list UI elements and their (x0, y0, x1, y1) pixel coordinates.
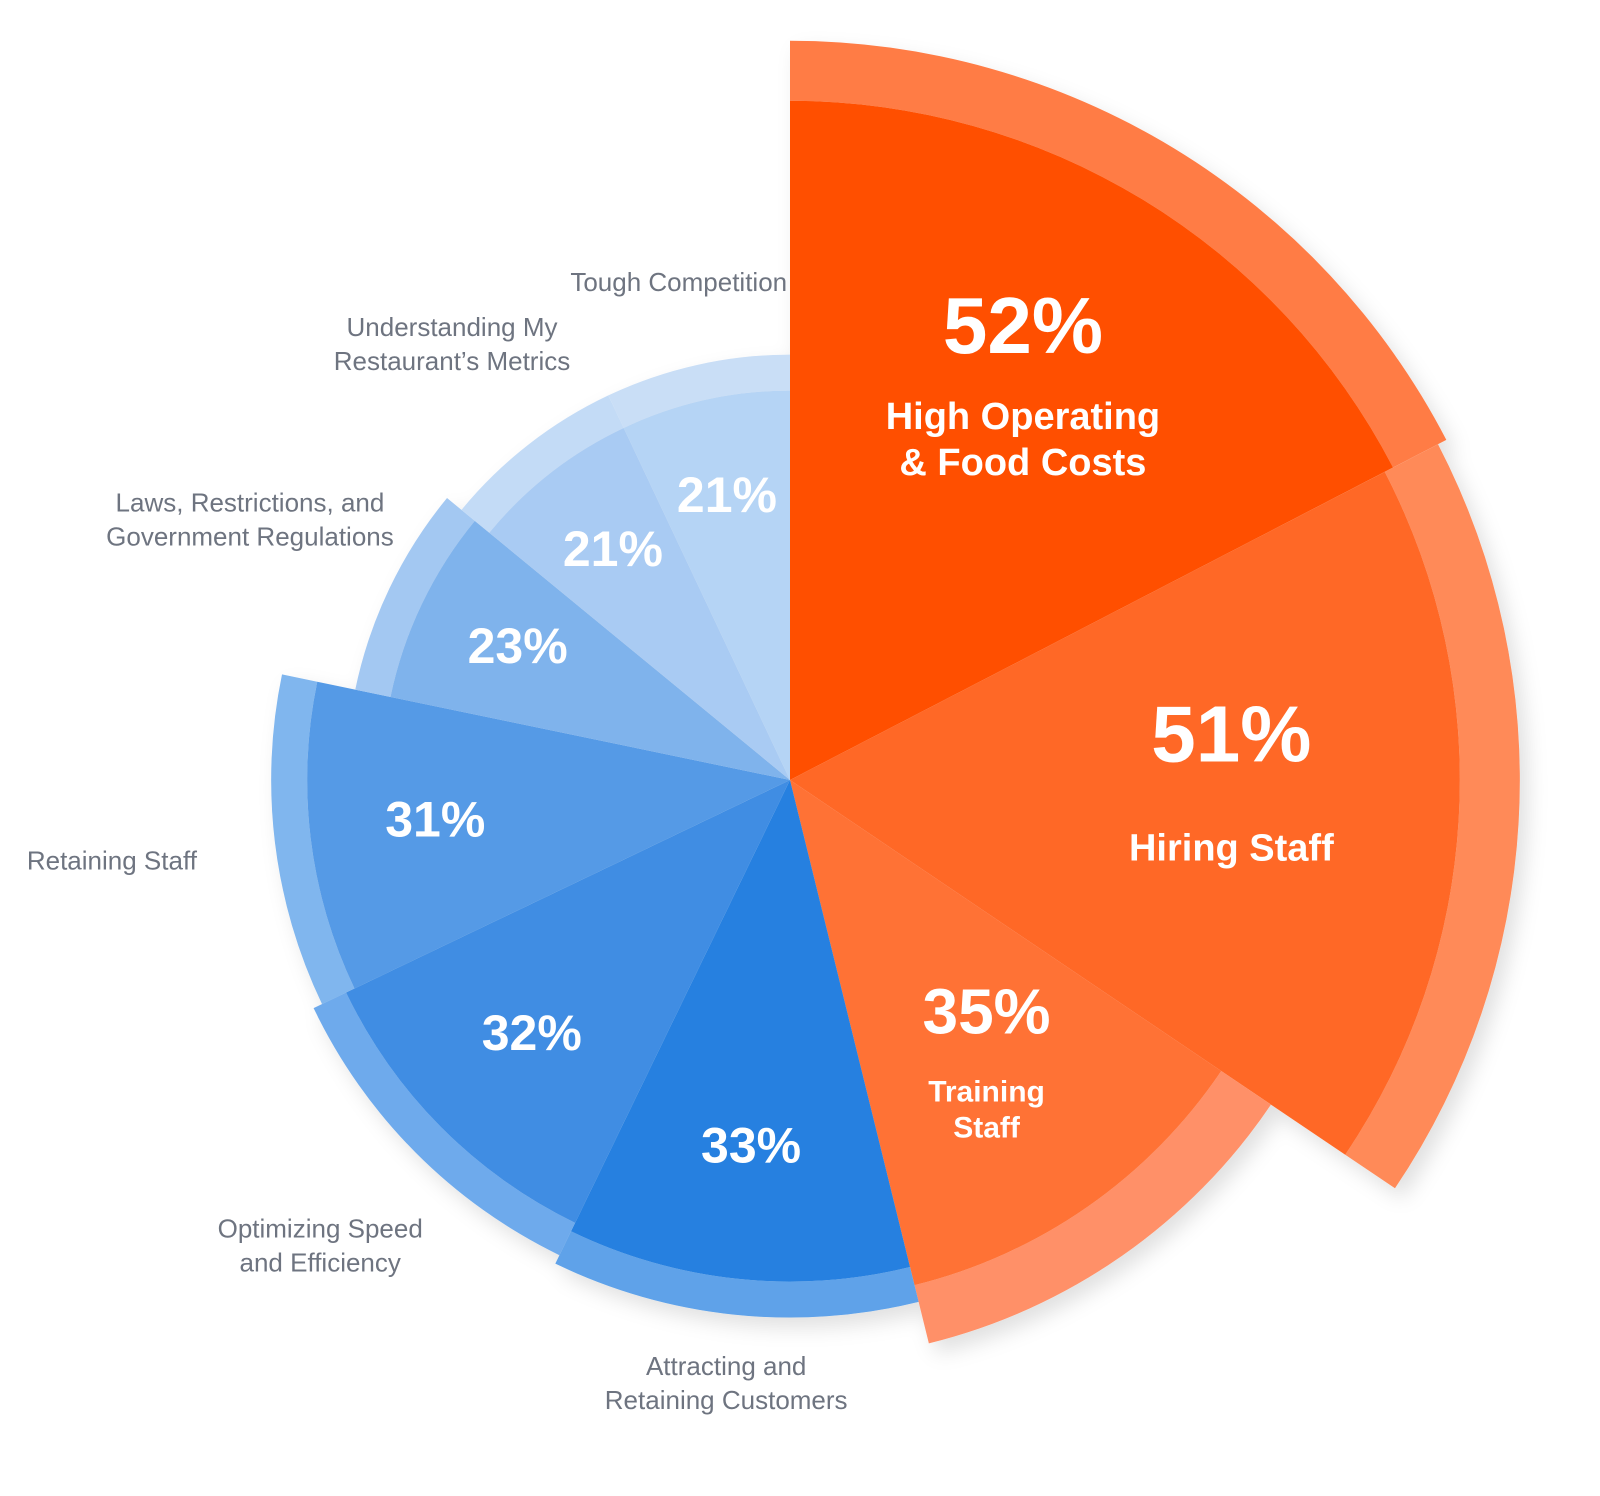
wedge-band (790, 40, 1447, 468)
wedge-band (271, 674, 355, 1005)
wedge (346, 780, 790, 1223)
wedge (489, 427, 790, 780)
category-label: Hiring Staff (1129, 828, 1334, 870)
category-label: Retaining Staff (27, 845, 198, 875)
value-label: 21% (563, 521, 663, 577)
labels: 52% High Operating & Food Costs 51% Hiring S… (27, 267, 1334, 1415)
wedge (390, 520, 790, 780)
wedge (790, 471, 1460, 1155)
value-label: 35% (922, 975, 1050, 1047)
category-label: High Operating & Food Costs (886, 396, 1160, 484)
value-label: 52% (943, 281, 1103, 370)
wedge-band (355, 497, 475, 697)
wedge-band (1345, 444, 1520, 1189)
wedge (623, 390, 790, 780)
wedge-band (608, 354, 790, 428)
value-label: 32% (482, 1005, 582, 1061)
value-label: 31% (385, 791, 485, 847)
category-label: Understanding My Restaurant’s Metrics (334, 312, 571, 376)
value-label: 23% (468, 618, 568, 674)
category-label: Training Staff (928, 1075, 1045, 1144)
category-label: Tough Competition (570, 267, 787, 297)
category-label: Laws, Restrictions, and Government Regula… (106, 487, 394, 551)
wedge-band (313, 992, 576, 1256)
wedge-band (461, 395, 624, 533)
value-label: 21% (677, 467, 777, 523)
wedge-band (555, 1231, 919, 1318)
wedge (790, 780, 1222, 1286)
category-label: Optimizing Speed and Efficiency (218, 1213, 423, 1277)
wedge (307, 681, 790, 989)
value-label: 33% (701, 1117, 801, 1173)
wedge (790, 100, 1394, 781)
value-label: 51% (1151, 690, 1311, 779)
wedge-band (914, 1071, 1271, 1344)
wedge (571, 780, 911, 1282)
wedges (271, 40, 1520, 1344)
category-label: Attracting and Retaining Customers (605, 1351, 848, 1415)
